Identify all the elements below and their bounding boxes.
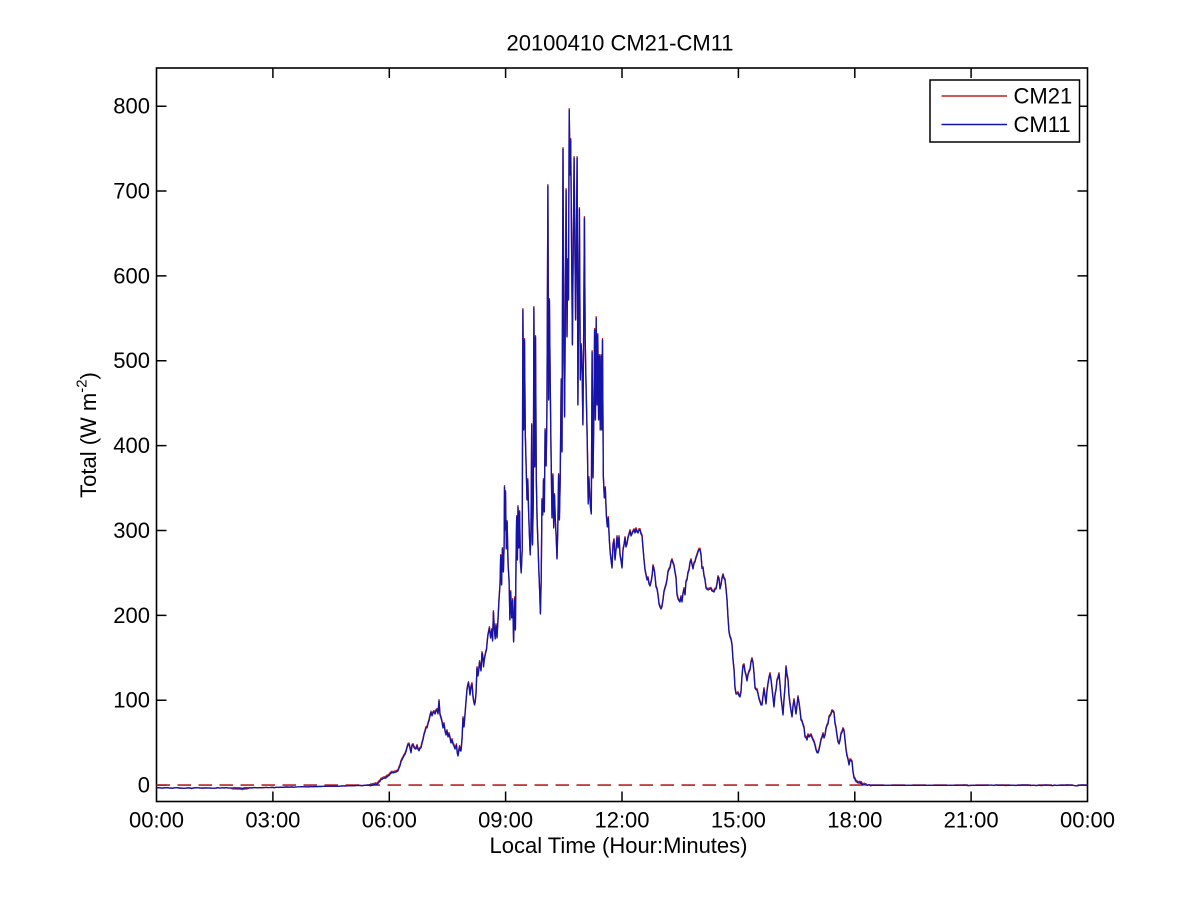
svg-text:18:00: 18:00 [827,808,882,833]
svg-text:100: 100 [113,688,150,713]
svg-text:0: 0 [138,773,150,798]
svg-text:CM11: CM11 [1014,112,1071,137]
svg-text:03:00: 03:00 [245,808,300,833]
svg-text:500: 500 [113,348,150,373]
svg-text:15:00: 15:00 [711,808,766,833]
svg-text:800: 800 [113,94,150,119]
svg-text:200: 200 [113,603,150,628]
svg-text:400: 400 [113,433,150,458]
svg-text:600: 600 [113,263,150,288]
svg-text:700: 700 [113,179,150,204]
svg-text:00:00: 00:00 [129,808,184,833]
svg-text:21:00: 21:00 [944,808,999,833]
svg-text:20100410 CM21-CM11: 20100410 CM21-CM11 [506,31,733,56]
svg-text:CM21: CM21 [1014,84,1073,109]
svg-text:00:00: 00:00 [1060,808,1115,833]
svg-text:06:00: 06:00 [362,808,417,833]
svg-text:Local Time (Hour:Minutes): Local Time (Hour:Minutes) [490,833,748,858]
svg-text:12:00: 12:00 [594,808,649,833]
svg-text:Total (W m-2): Total (W m-2) [74,372,102,498]
svg-text:09:00: 09:00 [478,808,533,833]
svg-text:300: 300 [113,518,150,543]
